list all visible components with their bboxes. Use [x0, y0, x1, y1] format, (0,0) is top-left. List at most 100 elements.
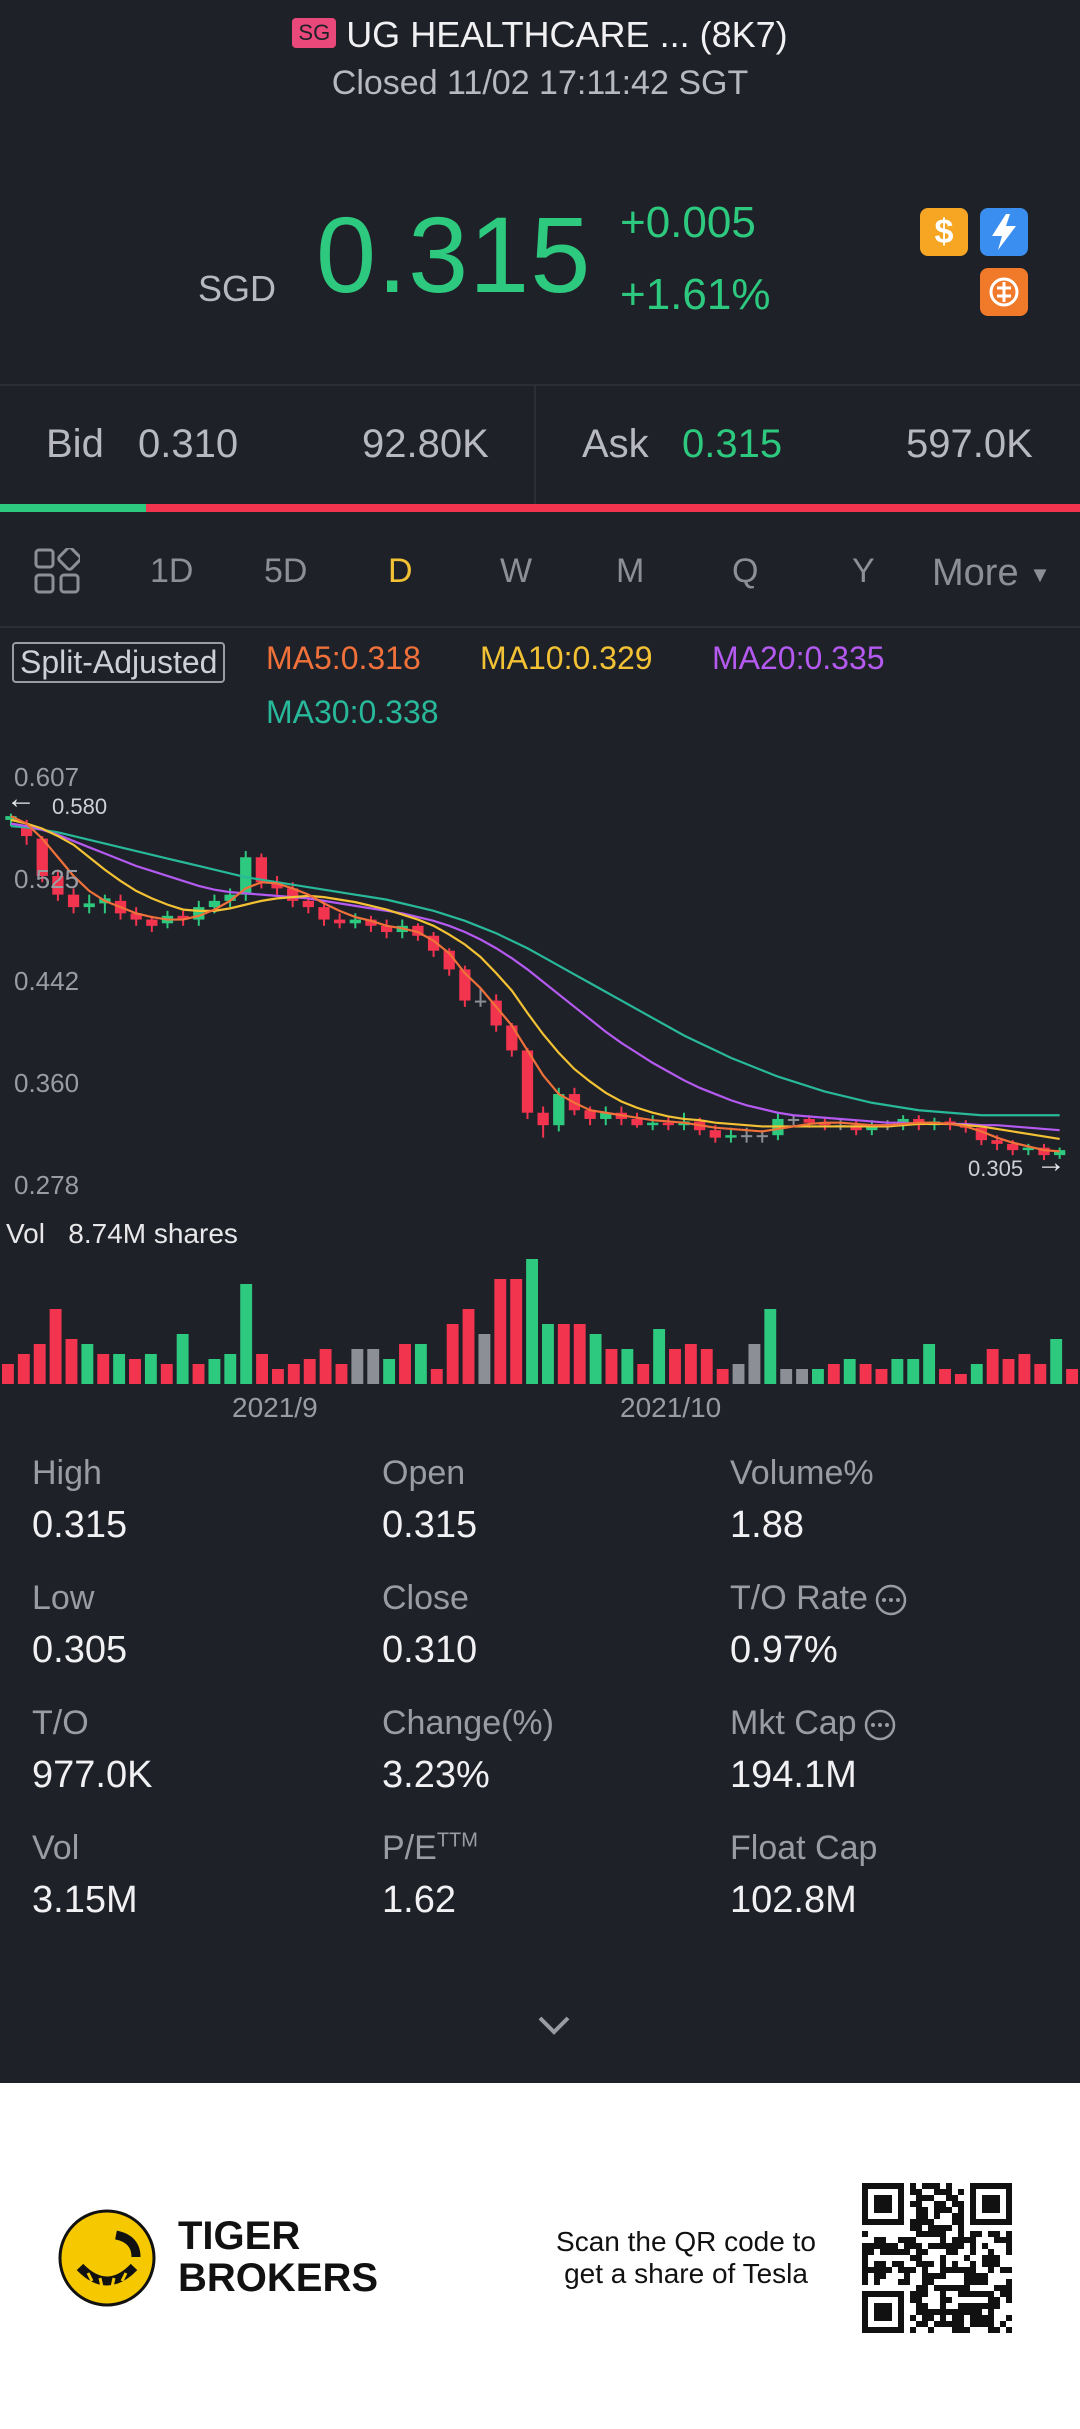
volume-bar: [939, 1369, 951, 1384]
qr-module: [868, 2243, 874, 2249]
qr-module: [976, 2273, 982, 2279]
candlestick-chart[interactable]: [0, 760, 1080, 1220]
tab-w[interactable]: W: [500, 552, 533, 590]
tab-more[interactable]: More ▼: [932, 552, 1051, 595]
qr-module: [928, 2225, 934, 2231]
qr-module: [862, 2249, 868, 2255]
candle-body: [474, 1000, 487, 1003]
brand-line2: BROKERS: [178, 2256, 379, 2300]
candle-body: [459, 969, 471, 1001]
qr-module: [976, 2303, 982, 2309]
candle-body: [850, 1125, 862, 1131]
qr-module: [958, 2243, 964, 2249]
candle-body: [302, 900, 314, 908]
pe-superscript: TTM: [436, 1829, 478, 1852]
stat-label: Open: [382, 1454, 466, 1492]
qr-module: [898, 2267, 904, 2273]
market-status: Closed 11/02 17:11:42 SGT: [331, 64, 749, 102]
qr-module: [916, 2309, 922, 2315]
qr-module: [964, 2327, 970, 2333]
volume-bar: [97, 1354, 110, 1384]
qr-module: [946, 2195, 952, 2201]
lightning-icon[interactable]: [980, 208, 1028, 256]
qr-module: [922, 2231, 928, 2237]
candle-body: [1007, 1143, 1019, 1151]
candle-body: [240, 857, 252, 895]
qr-module: [916, 2249, 922, 2255]
volume-bar: [1018, 1354, 1031, 1384]
ask-label: Ask: [582, 422, 649, 466]
volume-bar: [954, 1374, 967, 1384]
candle-body: [20, 826, 33, 837]
tab-5d[interactable]: 5D: [264, 552, 308, 590]
brand-line1: TIGER: [178, 2214, 301, 2258]
y-tick: 0.442: [14, 966, 80, 996]
volume-bar: [780, 1369, 793, 1384]
candle-body: [709, 1130, 721, 1138]
qr-finder: [874, 2195, 892, 2213]
qr-module: [934, 2225, 940, 2231]
volume-bar: [557, 1324, 570, 1384]
qr-module: [916, 2219, 922, 2225]
volume-chart[interactable]: [0, 1256, 1080, 1386]
tab-m[interactable]: M: [616, 552, 645, 590]
qr-module: [958, 2285, 964, 2291]
layout-grid-icon[interactable]: [34, 546, 82, 599]
candle-body: [725, 1135, 737, 1138]
qr-module: [940, 2201, 946, 2207]
candle-body: [271, 882, 283, 889]
qr-module: [976, 2231, 982, 2237]
stat-value: 1.88: [730, 1504, 804, 1546]
volume-bar: [526, 1259, 538, 1384]
stat-label-text: Mkt Cap: [730, 1704, 857, 1742]
qr-module: [940, 2255, 946, 2261]
qr-module: [1006, 2231, 1012, 2237]
candle-body: [521, 1050, 534, 1113]
volume-bar: [2, 1364, 14, 1384]
qr-module: [958, 2327, 964, 2333]
qr-module: [988, 2303, 994, 2309]
y-tick: 0.360: [14, 1068, 80, 1098]
volume-bar: [1002, 1359, 1015, 1384]
tab-d[interactable]: D: [388, 552, 413, 590]
candle-body: [255, 857, 268, 883]
qr-module: [958, 2321, 964, 2327]
candle-body: [287, 888, 299, 901]
ask-size: 597.0K: [906, 422, 1033, 466]
qr-module: [958, 2267, 964, 2273]
stat-label: T/O: [32, 1704, 89, 1742]
qr-module: [982, 2255, 988, 2261]
stat-label: P/ETTM: [382, 1829, 478, 1868]
qr-module: [934, 2201, 940, 2207]
tab-q[interactable]: Q: [732, 552, 759, 590]
expand-chevron-icon[interactable]: [536, 2014, 572, 2043]
candle-body: [600, 1112, 612, 1119]
split-adjusted-toggle[interactable]: Split-Adjusted: [12, 642, 226, 683]
more-info-icon[interactable]: [857, 1704, 897, 1742]
more-info-icon[interactable]: [868, 1579, 908, 1617]
qr-module: [958, 2219, 964, 2225]
tab-y[interactable]: Y: [852, 552, 875, 590]
qr-module: [916, 2207, 922, 2213]
candle-body: [740, 1135, 753, 1138]
currency-label: SGD: [198, 268, 277, 309]
qr-module: [946, 2183, 952, 2189]
qr-module: [946, 2321, 952, 2327]
qr-module: [886, 2249, 892, 2255]
qr-module: [892, 2243, 898, 2249]
stat-value: 0.315: [32, 1504, 128, 1546]
volume-bar: [669, 1349, 681, 1384]
dollar-icon[interactable]: $: [920, 208, 968, 256]
candle-body: [318, 907, 330, 920]
qr-module: [928, 2309, 934, 2315]
volume-bar: [144, 1354, 157, 1384]
qr-module: [958, 2189, 964, 2195]
candle-body: [490, 1000, 502, 1026]
vol-value: 8.74M shares: [68, 1218, 238, 1249]
tab-1d[interactable]: 1D: [150, 552, 194, 590]
qr-module: [862, 2279, 868, 2285]
dividend-icon[interactable]: [980, 268, 1028, 316]
qr-module: [922, 2249, 928, 2255]
candle-body: [365, 919, 377, 926]
last-price: 0.315: [316, 194, 592, 315]
